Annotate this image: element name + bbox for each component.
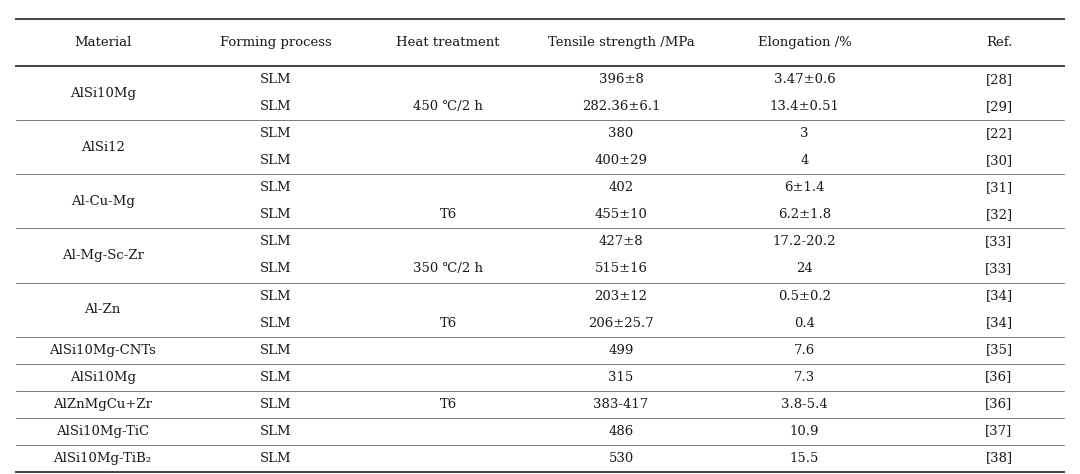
Text: 6.2±1.8: 6.2±1.8 — [778, 209, 832, 221]
Text: [31]: [31] — [985, 182, 1013, 194]
Text: 7.6: 7.6 — [794, 344, 815, 356]
Text: SLM: SLM — [259, 73, 292, 86]
Text: 396±8: 396±8 — [598, 73, 644, 86]
Text: AlSi10Mg: AlSi10Mg — [69, 371, 136, 383]
Text: [32]: [32] — [985, 209, 1013, 221]
Text: T6: T6 — [440, 317, 457, 329]
Text: Elongation /%: Elongation /% — [758, 36, 851, 49]
Text: AlSi10Mg-TiC: AlSi10Mg-TiC — [56, 425, 149, 438]
Text: [33]: [33] — [985, 236, 1013, 248]
Text: 203±12: 203±12 — [594, 290, 648, 302]
Text: [34]: [34] — [985, 290, 1013, 302]
Text: [38]: [38] — [985, 452, 1013, 465]
Text: 383-417: 383-417 — [593, 398, 649, 410]
Text: 400±29: 400±29 — [594, 155, 648, 167]
Text: Ref.: Ref. — [986, 36, 1012, 49]
Text: SLM: SLM — [259, 209, 292, 221]
Text: SLM: SLM — [259, 182, 292, 194]
Text: 499: 499 — [608, 344, 634, 356]
Text: Tensile strength /MPa: Tensile strength /MPa — [548, 36, 694, 49]
Text: [36]: [36] — [985, 371, 1013, 383]
Text: AlSi10Mg-TiB₂: AlSi10Mg-TiB₂ — [54, 452, 151, 465]
Text: SLM: SLM — [259, 425, 292, 438]
Text: [36]: [36] — [985, 398, 1013, 410]
Text: 206±25.7: 206±25.7 — [589, 317, 653, 329]
Text: 0.4: 0.4 — [794, 317, 815, 329]
Text: 24: 24 — [796, 263, 813, 275]
Text: 455±10: 455±10 — [595, 209, 647, 221]
Text: SLM: SLM — [259, 290, 292, 302]
Text: [37]: [37] — [985, 425, 1013, 438]
Text: 7.3: 7.3 — [794, 371, 815, 383]
Text: 4: 4 — [800, 155, 809, 167]
Text: [33]: [33] — [985, 263, 1013, 275]
Text: SLM: SLM — [259, 155, 292, 167]
Text: 486: 486 — [608, 425, 634, 438]
Text: [35]: [35] — [985, 344, 1013, 356]
Text: Heat treatment: Heat treatment — [396, 36, 500, 49]
Text: AlSi12: AlSi12 — [81, 141, 124, 154]
Text: Al-Zn: Al-Zn — [84, 303, 121, 316]
Text: 3.8-5.4: 3.8-5.4 — [781, 398, 828, 410]
Text: 10.9: 10.9 — [789, 425, 820, 438]
Text: 315: 315 — [608, 371, 634, 383]
Text: SLM: SLM — [259, 128, 292, 140]
Text: 282.36±6.1: 282.36±6.1 — [582, 100, 660, 113]
Text: SLM: SLM — [259, 236, 292, 248]
Text: 402: 402 — [608, 182, 634, 194]
Text: 530: 530 — [608, 452, 634, 465]
Text: [29]: [29] — [985, 100, 1013, 113]
Text: T6: T6 — [440, 209, 457, 221]
Text: 450 ℃/2 h: 450 ℃/2 h — [414, 100, 483, 113]
Text: [22]: [22] — [986, 128, 1013, 140]
Text: 0.5±0.2: 0.5±0.2 — [778, 290, 832, 302]
Text: 427±8: 427±8 — [598, 236, 644, 248]
Text: 6±1.4: 6±1.4 — [784, 182, 825, 194]
Text: 3: 3 — [800, 128, 809, 140]
Text: 3.47±0.6: 3.47±0.6 — [773, 73, 836, 86]
Text: 515±16: 515±16 — [594, 263, 648, 275]
Text: AlSi10Mg-CNTs: AlSi10Mg-CNTs — [50, 344, 156, 356]
Text: SLM: SLM — [259, 344, 292, 356]
Text: Al-Cu-Mg: Al-Cu-Mg — [70, 195, 135, 208]
Text: Al-Mg-Sc-Zr: Al-Mg-Sc-Zr — [62, 249, 144, 262]
Text: [28]: [28] — [986, 73, 1013, 86]
Text: AlSi10Mg: AlSi10Mg — [69, 87, 136, 100]
Text: AlZnMgCu+Zr: AlZnMgCu+Zr — [53, 398, 152, 410]
Text: 350 ℃/2 h: 350 ℃/2 h — [414, 263, 483, 275]
Text: SLM: SLM — [259, 100, 292, 113]
Text: SLM: SLM — [259, 398, 292, 410]
Text: 13.4±0.51: 13.4±0.51 — [770, 100, 839, 113]
Text: 17.2-20.2: 17.2-20.2 — [773, 236, 836, 248]
Text: 15.5: 15.5 — [789, 452, 820, 465]
Text: SLM: SLM — [259, 371, 292, 383]
Text: T6: T6 — [440, 398, 457, 410]
Text: Material: Material — [73, 36, 132, 49]
Text: SLM: SLM — [259, 263, 292, 275]
Text: SLM: SLM — [259, 317, 292, 329]
Text: [30]: [30] — [985, 155, 1013, 167]
Text: SLM: SLM — [259, 452, 292, 465]
Text: 380: 380 — [608, 128, 634, 140]
Text: Forming process: Forming process — [219, 36, 332, 49]
Text: [34]: [34] — [985, 317, 1013, 329]
